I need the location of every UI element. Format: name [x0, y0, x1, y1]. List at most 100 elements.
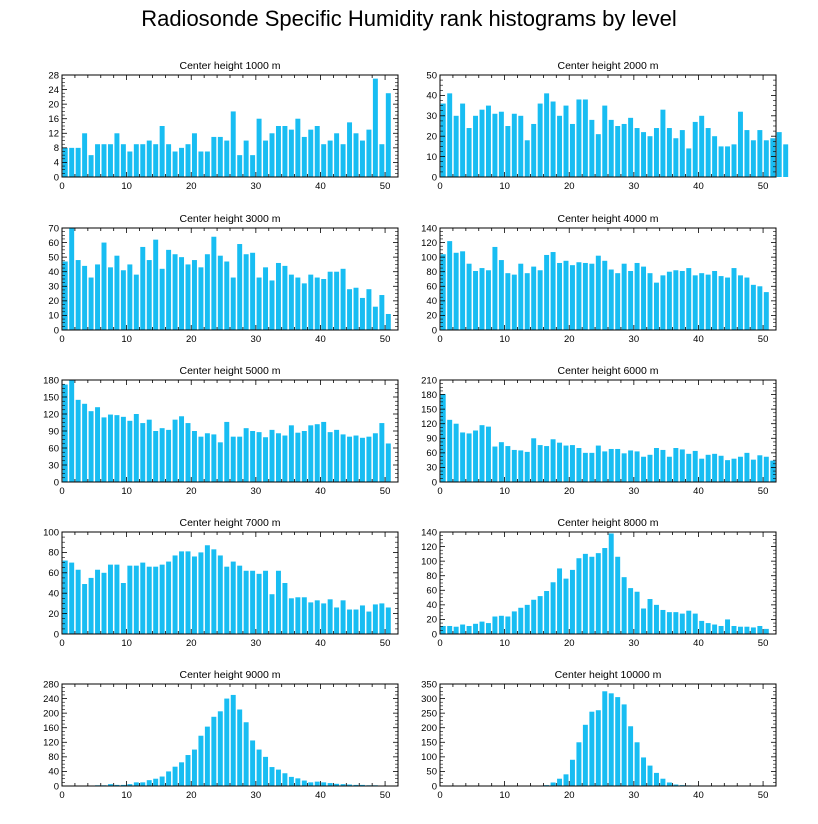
bar: [699, 115, 705, 177]
x-tick-label: 50: [380, 334, 391, 345]
bar: [531, 266, 537, 330]
y-tick-label: 80: [48, 752, 59, 763]
bar: [69, 228, 75, 330]
bar: [576, 99, 582, 177]
bar: [479, 268, 485, 330]
bar: [621, 704, 627, 786]
bar: [211, 136, 217, 177]
bar: [602, 105, 608, 177]
bar: [133, 274, 139, 330]
bar: [641, 456, 647, 482]
bar: [615, 273, 621, 330]
bar: [505, 273, 511, 330]
bar: [107, 414, 113, 482]
bar: [692, 450, 698, 482]
bar: [550, 101, 556, 177]
bar: [237, 244, 243, 330]
y-tick-label: 4: [54, 158, 59, 169]
bar: [153, 431, 159, 482]
y-tick-label: 70: [48, 223, 59, 234]
bar: [179, 762, 185, 786]
bar: [353, 784, 359, 786]
bar: [366, 611, 372, 634]
y-tick-label: 350: [421, 679, 437, 690]
bar: [757, 625, 763, 634]
bar: [582, 99, 588, 177]
bar: [440, 625, 446, 634]
bar: [647, 765, 653, 786]
y-tick-label: 20: [48, 99, 59, 110]
bar: [666, 612, 672, 634]
bar: [385, 93, 391, 177]
bar: [692, 613, 698, 634]
bar: [725, 460, 731, 482]
bar: [511, 274, 517, 330]
x-tick-label: 30: [251, 486, 262, 497]
bar: [666, 271, 672, 330]
y-tick-label: 20: [426, 615, 437, 626]
bar: [750, 140, 756, 177]
bar: [524, 273, 530, 330]
bar: [237, 565, 243, 634]
y-tick-label: 300: [421, 694, 437, 705]
bar: [731, 268, 737, 330]
bar: [524, 451, 530, 482]
bar: [453, 626, 459, 634]
bar: [340, 144, 346, 177]
bar: [308, 782, 314, 786]
bar: [140, 144, 146, 177]
bar: [582, 452, 588, 482]
bar: [679, 130, 685, 177]
bar: [282, 265, 288, 330]
bar: [563, 445, 569, 482]
panel-title: Center height 6000 m: [558, 365, 659, 377]
x-tick-label: 20: [564, 638, 575, 649]
bar: [321, 782, 327, 786]
y-tick-label: 180: [43, 375, 59, 386]
bar: [263, 140, 269, 177]
bar: [602, 548, 608, 634]
bar: [744, 626, 750, 634]
bar: [288, 425, 294, 482]
bar: [582, 262, 588, 330]
bar: [237, 155, 243, 177]
bar: [460, 432, 466, 482]
bar: [107, 784, 113, 786]
x-tick-label: 30: [629, 638, 640, 649]
bar: [250, 252, 256, 330]
bar: [191, 431, 197, 482]
y-tick-label: 180: [421, 390, 437, 401]
bar: [295, 432, 301, 482]
bar: [602, 451, 608, 482]
bar: [666, 456, 672, 482]
panel-3: Center height 3000 m 0 10 20 30 40 50 0 10 20 30 40…: [48, 213, 399, 345]
bar: [340, 268, 346, 330]
bar: [153, 778, 159, 786]
bar: [757, 286, 763, 330]
bar: [179, 551, 185, 634]
bar: [308, 129, 314, 177]
bar: [712, 136, 718, 177]
y-tick-label: 40: [48, 767, 59, 778]
bar: [256, 432, 262, 482]
x-tick-label: 40: [693, 181, 704, 192]
plot-frame: [61, 683, 399, 787]
bar: [679, 613, 685, 634]
bar: [275, 570, 281, 634]
x-tick-label: 10: [121, 486, 132, 497]
y-tick-label: 210: [421, 375, 437, 386]
bar: [114, 255, 120, 330]
y-tick-label: 30: [48, 460, 59, 471]
x-tick-label: 20: [564, 181, 575, 192]
y-tick-label: 50: [48, 252, 59, 263]
bar: [712, 624, 718, 634]
y-tick-label: 40: [426, 296, 437, 307]
bar: [537, 270, 543, 330]
bar: [295, 597, 301, 634]
bar: [576, 742, 582, 786]
bar: [576, 558, 582, 634]
bar: [282, 126, 288, 177]
x-tick-label: 10: [499, 181, 510, 192]
bar: [653, 772, 659, 786]
bar: [498, 260, 504, 330]
